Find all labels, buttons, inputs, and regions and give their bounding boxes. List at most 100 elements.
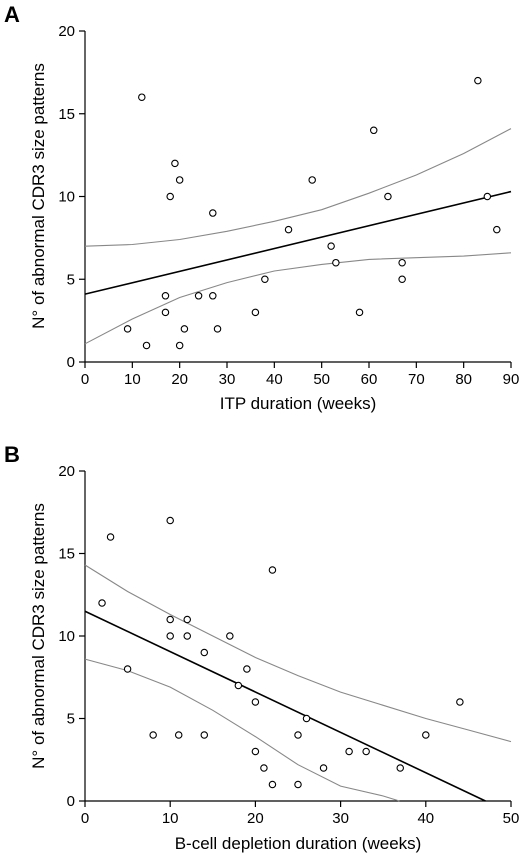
panel-a-ci-upper-line [84, 128, 512, 247]
panel-a-data-point [209, 292, 217, 300]
panel-b-x-tick-label: 20 [247, 810, 264, 827]
panel-b-y-axis-title: N° of abnormal CDR3 size patterns [29, 503, 48, 769]
panel-b-data-point [345, 747, 353, 756]
panel-a-x-tick-label: 80 [455, 371, 472, 388]
panel-b-ci-lower-line [84, 658, 400, 802]
panel-b-data-point [243, 665, 251, 673]
panel-a-data-point [332, 258, 340, 267]
panel-a-data-point [251, 308, 260, 317]
panel-a-y-tick-label: 20 [58, 23, 75, 40]
panel-b-ci-upper-line [84, 564, 512, 743]
panel-a-x-tick-label: 90 [503, 371, 520, 388]
panel-a-data-point [166, 192, 174, 201]
panel-b-y-tick-label: 10 [58, 628, 75, 645]
panel-b-data-point [183, 615, 191, 624]
panel-b-regression [84, 610, 486, 802]
panel-a-data-point [161, 308, 170, 317]
panel-a-x-tick-label: 60 [361, 371, 378, 388]
panel-a-x-tick-label: 20 [171, 371, 188, 388]
panel-b-y-tick-label: 0 [67, 793, 75, 810]
panel-b-data-point [268, 780, 277, 789]
panel-a-y-tick-label: 10 [58, 189, 75, 206]
panel-b-data-point [106, 533, 115, 541]
panel-b-x-tick-label: 30 [332, 810, 349, 827]
panel-b-points [98, 516, 464, 789]
panel-a-data-point [209, 209, 217, 217]
panel-a-y-tick-label: 0 [67, 354, 75, 371]
panel-a-data-point [483, 192, 492, 201]
panel-b-y-tick-label: 20 [58, 463, 75, 480]
panel-a-data-point [284, 225, 293, 234]
panel-a-axes: 0 10 20 30 40 50 60 70 80 90 0 5 10 15 20 [58, 23, 519, 388]
panel-b-x-tick-label: 50 [503, 810, 520, 827]
panel-b-data-point [251, 698, 260, 706]
panel-a-data-point [398, 275, 406, 283]
panel-a-data-point [474, 76, 482, 85]
panel-a-ci-lower-line [84, 252, 512, 345]
panel-b-y-tick-label: 5 [67, 711, 75, 728]
panel-b-x-tick-label: 0 [81, 810, 89, 827]
panel-a: A 0 10 20 30 40 50 60 70 80 90 0 5 10 15 20 ITP durati… [4, 2, 519, 413]
panel-b-x-tick-label: 10 [162, 810, 179, 827]
panel-a-points [123, 76, 501, 350]
panel-a-data-point [123, 325, 132, 333]
panel-b-data-point [319, 764, 328, 772]
panel-b-confidence-band [84, 564, 512, 802]
panel-b-data-point [268, 566, 277, 574]
panel-b-data-point [149, 731, 157, 739]
panel-b-data-point [200, 731, 209, 739]
panel-b-data-point [362, 747, 370, 756]
panel-a-regression [84, 190, 512, 295]
panel-b-letter: B [4, 442, 20, 467]
panel-a-data-point [171, 159, 179, 168]
panel-b-data-point [183, 632, 191, 640]
panel-a-letter: A [4, 2, 20, 27]
panel-b-data-point [226, 632, 234, 640]
panel-a-data-point [194, 292, 203, 300]
panel-b-data-point [456, 698, 464, 706]
panel-b-data-point [396, 764, 404, 772]
panel-a-data-point [261, 275, 269, 283]
panel-a-data-point [175, 176, 184, 184]
panel-b-data-point [166, 632, 174, 640]
panel-a-data-point [161, 292, 170, 300]
panel-a-x-tick-label: 0 [81, 371, 89, 388]
panel-a-data-point [493, 225, 501, 234]
panel-a-data-point [213, 325, 222, 333]
panel-a-x-tick-label: 50 [313, 371, 330, 388]
panel-b-x-axis-title: B-cell depletion duration (weeks) [175, 834, 422, 853]
panel-a-y-tick-label: 15 [58, 106, 75, 123]
panel-a-data-point [398, 258, 406, 267]
panel-a-x-axis-title: ITP duration (weeks) [220, 394, 377, 413]
panel-a-data-point [327, 242, 335, 250]
panel-a-x-tick-label: 10 [124, 371, 141, 388]
panel-a-data-point [175, 341, 184, 350]
panel-a-data-point [308, 176, 316, 184]
panel-b-data-point [294, 731, 302, 739]
panel-b-data-point [294, 780, 302, 789]
panel-b-data-point [200, 648, 209, 657]
panel-a-confidence-band [84, 128, 512, 345]
panel-b-data-point [98, 599, 106, 607]
panel-a-data-point [384, 192, 392, 201]
panel-a-data-point [355, 308, 364, 317]
panel-a-regression-line [84, 190, 512, 295]
panel-b-data-point [166, 516, 174, 525]
panel-a-x-tick-label: 40 [266, 371, 283, 388]
panel-b-data-point [166, 615, 174, 624]
panel-b-regression-line [84, 610, 486, 802]
panel-b-data-point [251, 747, 260, 756]
panel-a-x-tick-label: 70 [408, 371, 425, 388]
panel-b-data-point [123, 665, 132, 673]
panel-a-data-point [369, 126, 378, 135]
panel-a-y-tick-label: 5 [67, 271, 75, 288]
panel-b: B 0 10 20 30 40 50 0 5 10 15 20 B-cell depletion d… [4, 442, 519, 853]
panel-b-data-point [260, 764, 268, 772]
panel-a-x-tick-label: 30 [219, 371, 236, 388]
panel-b-data-point [174, 731, 183, 739]
panel-b-y-tick-label: 15 [58, 546, 75, 563]
panel-a-data-point [142, 341, 151, 350]
panel-b-data-point [234, 681, 243, 690]
panel-a-data-point [180, 325, 189, 333]
